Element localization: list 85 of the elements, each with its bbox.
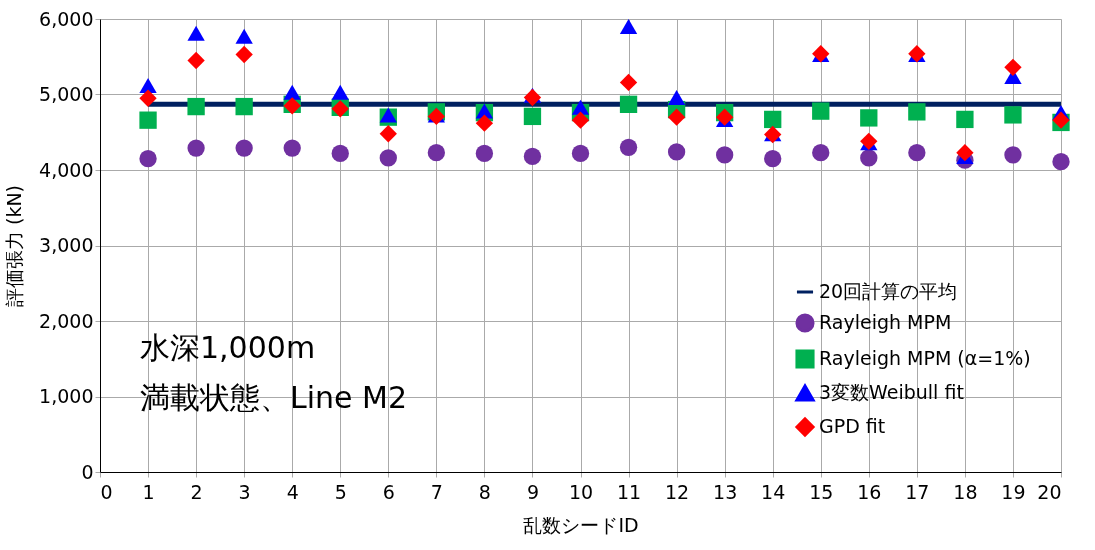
point	[812, 102, 830, 120]
point	[956, 143, 974, 162]
point	[764, 150, 782, 168]
point	[619, 138, 638, 156]
point	[187, 97, 205, 116]
point	[379, 149, 397, 167]
point	[956, 110, 974, 129]
point	[908, 103, 926, 121]
x-tick-label: 7	[430, 480, 443, 503]
point	[667, 143, 686, 161]
point	[235, 139, 253, 157]
x-tick-label: 13	[713, 480, 738, 503]
legend-label: 20回計算の平均	[819, 280, 958, 302]
point	[331, 84, 349, 100]
y-axis-title: 評価張力 (kN)	[3, 184, 26, 308]
x-tick-label: 15	[809, 480, 834, 503]
point	[571, 144, 590, 163]
point	[619, 19, 638, 35]
point	[812, 143, 830, 162]
point	[235, 45, 253, 64]
point	[860, 109, 878, 127]
point	[475, 144, 494, 163]
point	[764, 110, 782, 129]
y-tick-label: 3,000	[39, 234, 94, 256]
x-tick-label: 20	[1037, 480, 1062, 503]
x-tick-label: 5	[334, 480, 347, 503]
y-tick-label: 6,000	[39, 7, 94, 30]
y-tick-label: 0	[81, 460, 94, 483]
point	[571, 111, 590, 129]
x-tick-label: 12	[665, 480, 690, 503]
x-tick-label: 8	[478, 480, 491, 503]
legend-label: 3変数Weibull fit	[819, 381, 964, 403]
point	[187, 139, 205, 157]
point	[1004, 146, 1022, 164]
x-tick-label: 19	[1001, 480, 1026, 503]
x-tick-label: 0	[100, 480, 113, 503]
point	[1004, 106, 1022, 124]
point	[139, 89, 157, 107]
point	[619, 73, 638, 92]
point	[235, 97, 253, 116]
legend-label: GPD fit	[819, 415, 886, 437]
y-tick-label: 1,000	[39, 385, 94, 407]
point	[667, 108, 686, 126]
point	[235, 28, 253, 44]
point	[283, 139, 301, 157]
point	[331, 144, 349, 163]
point	[475, 114, 494, 132]
point	[1052, 153, 1070, 171]
point	[619, 95, 638, 113]
point	[1004, 58, 1022, 76]
x-tick-label: 1	[142, 480, 155, 503]
point	[379, 125, 397, 143]
legend-label: Rayleigh MPM (α=1%)	[819, 347, 1031, 369]
x-tick-label: 14	[761, 480, 786, 503]
point	[667, 90, 686, 106]
point	[139, 111, 157, 129]
y-tick-label: 5,000	[39, 83, 94, 105]
x-tick-label: 6	[382, 480, 395, 503]
x-tick-label: 3	[238, 480, 251, 503]
x-tick-label: 18	[953, 480, 978, 503]
point	[283, 84, 301, 100]
point	[523, 107, 542, 126]
point	[427, 143, 446, 162]
point	[908, 143, 926, 162]
x-tick-label: 2	[190, 480, 203, 503]
point	[139, 150, 157, 168]
annotation: 満載状態、Line M2	[140, 380, 408, 415]
point	[523, 147, 542, 166]
annotation: 水深1,000m	[140, 330, 316, 365]
point	[187, 25, 205, 41]
x-axis-title: 乱数シードID	[523, 513, 639, 536]
x-tick-label: 10	[568, 480, 594, 503]
y-tick-label: 4,000	[39, 158, 94, 181]
x-tick-label: 17	[905, 480, 930, 503]
point	[187, 51, 205, 70]
y-tick-label: 2,000	[39, 309, 94, 332]
legend-label: Rayleigh MPM	[819, 311, 952, 333]
point	[860, 149, 878, 167]
x-tick-label: 4	[286, 480, 299, 503]
point	[715, 146, 734, 164]
x-tick-label: 9	[526, 480, 539, 503]
x-tick-label: 16	[857, 480, 882, 503]
point	[139, 77, 157, 93]
point	[523, 88, 542, 107]
x-tick-label: 11	[616, 480, 642, 503]
